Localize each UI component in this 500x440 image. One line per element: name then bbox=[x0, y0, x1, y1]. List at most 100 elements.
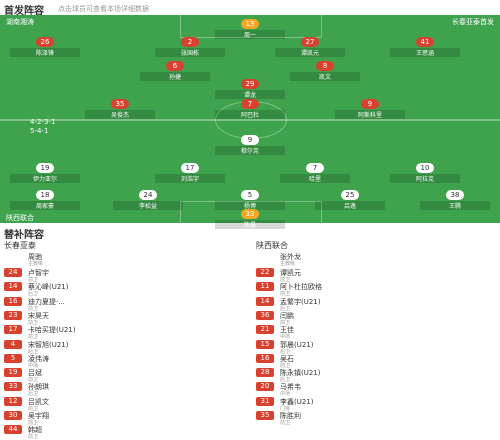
player[interactable]: 38 王腾 bbox=[420, 190, 490, 210]
sub-position: 中场 bbox=[280, 391, 291, 398]
player-number: 19 bbox=[36, 163, 54, 173]
team-name: 湖南湘涛 bbox=[6, 18, 34, 26]
player[interactable]: 5 杨博 bbox=[215, 190, 285, 210]
sub-player[interactable]: 14 孟繁宇(U21) 后卫 bbox=[256, 296, 496, 313]
sub-player[interactable]: 4 宋智旭(U21) 后卫 bbox=[4, 339, 244, 356]
sub-position: 前卫 bbox=[280, 319, 291, 326]
player-name: 哈里 bbox=[280, 174, 350, 183]
sub-player[interactable]: 19 吕斌 前卫 bbox=[4, 368, 244, 384]
player[interactable]: 7 哈里 bbox=[280, 163, 350, 183]
sub-number: 14 bbox=[256, 296, 274, 306]
player[interactable]: 13 周一 bbox=[215, 19, 285, 39]
player-number: 25 bbox=[341, 190, 359, 200]
sub-player[interactable]: 15 郭晨(U21) 后卫 bbox=[256, 339, 496, 356]
sub-name: 阿卜杜拉欧格 bbox=[280, 283, 322, 292]
sub-player[interactable]: 16 吴石 前卫 bbox=[256, 353, 496, 370]
player-name: 王腾 bbox=[420, 201, 490, 210]
player-name: 吴俊杰 bbox=[85, 110, 155, 119]
sub-name: 韩超 bbox=[28, 426, 42, 435]
sub-position: 后卫 bbox=[28, 291, 39, 298]
sub-number: 22 bbox=[256, 268, 274, 277]
player-name: 刘浩宇 bbox=[155, 174, 225, 183]
player[interactable]: 27 谭凯元 bbox=[275, 37, 345, 57]
player[interactable]: 9 穆尔克 bbox=[215, 135, 285, 155]
sub-number: 21 bbox=[256, 325, 274, 335]
player-number: 7 bbox=[306, 163, 324, 173]
coach: 周驰 bbox=[28, 253, 42, 261]
player-name: 谭凯元 bbox=[275, 48, 345, 57]
sub-player[interactable]: 44 韩超 前卫 bbox=[4, 425, 244, 440]
sub-name: 卢智宇 bbox=[28, 269, 49, 277]
player[interactable]: 18 周家豪 bbox=[10, 190, 80, 210]
sub-name: 吴石 bbox=[280, 354, 294, 363]
player[interactable]: 8 凯文 bbox=[290, 61, 360, 81]
title: 首发阵容 bbox=[4, 6, 44, 17]
player-name: 李松益 bbox=[113, 201, 183, 210]
sub-player[interactable]: 21 王佳 中场 bbox=[256, 325, 496, 341]
sub-name: 王佳 bbox=[280, 326, 294, 335]
sub-name: 卡哈买提(U21) bbox=[28, 326, 76, 335]
sub-position: 前卫 bbox=[28, 319, 39, 326]
player-name: 吕逸 bbox=[315, 201, 385, 210]
player-number: 27 bbox=[301, 37, 319, 47]
sub-player[interactable]: 11 阿卜杜拉欧格 前卫 bbox=[256, 282, 496, 298]
sub-number: 31 bbox=[256, 396, 274, 406]
sub-position: 中场 bbox=[28, 362, 39, 369]
sub-player[interactable]: 33 孙朗琪 后卫 bbox=[4, 382, 244, 398]
player[interactable]: 35 吴俊杰 bbox=[85, 99, 155, 119]
player[interactable]: 24 李松益 bbox=[113, 190, 183, 210]
player[interactable]: 29 谭龙 bbox=[215, 79, 285, 99]
sub-number: 12 bbox=[4, 396, 22, 406]
player-name: 王思涵 bbox=[390, 48, 460, 57]
player-number: 9 bbox=[361, 99, 379, 109]
sub-player[interactable]: 23 宋昊天 前卫 bbox=[4, 310, 244, 327]
sub-player[interactable]: 5 凌伟涛 中场 bbox=[4, 353, 244, 370]
sub-player[interactable]: 16 迪力夏提·... 前卫 bbox=[4, 296, 244, 313]
player[interactable]: 2 张国栋 bbox=[155, 37, 225, 57]
player[interactable]: 26 陈泽锋 bbox=[10, 37, 80, 57]
sub-position: 前卫 bbox=[28, 434, 39, 440]
player[interactable]: 9 阿斯科里 bbox=[335, 99, 405, 119]
sub-position: 前卫 bbox=[280, 420, 291, 426]
player-number: 7 bbox=[241, 99, 259, 109]
sub-name: 吕斌 bbox=[28, 369, 42, 378]
sub-player[interactable]: 36 闫鹏 前卫 bbox=[256, 310, 496, 327]
player-number: 24 bbox=[139, 190, 157, 200]
player[interactable]: 6 孙捷 bbox=[140, 61, 210, 81]
player[interactable]: 10 阿拉克 bbox=[390, 163, 460, 183]
player[interactable]: 7 阿巴杜 bbox=[215, 99, 285, 119]
team-name: 陕西联合 bbox=[256, 241, 288, 250]
player[interactable]: 17 刘浩宇 bbox=[155, 163, 225, 183]
sub-number: 33 bbox=[4, 382, 22, 392]
player-number: 5 bbox=[241, 190, 259, 200]
sub-player[interactable]: 20 马希韦 中场 bbox=[256, 382, 496, 398]
player-number: 9 bbox=[241, 135, 259, 145]
player-number: 8 bbox=[316, 61, 334, 71]
box bbox=[180, 15, 322, 38]
sub-player[interactable]: 30 吴宇翔 前卫 bbox=[4, 411, 244, 427]
player[interactable]: 33 陈晨 bbox=[215, 209, 285, 229]
sub-player[interactable]: 17 卡哈买提(U21) 前卫 bbox=[4, 325, 244, 341]
sub-player[interactable]: 28 陈永镇(U21) 后卫 bbox=[256, 368, 496, 384]
team-name: 陕西联合 bbox=[6, 214, 34, 222]
pitch: 湖南湘涛 长春亚泰首发 4-2-3-1 5-4-1 陕西联合 13 周一 26 陈泽锋… bbox=[0, 15, 500, 229]
sub-number: 23 bbox=[4, 310, 22, 320]
player-name: 谭龙 bbox=[215, 90, 285, 99]
sub-player[interactable]: 12 吕凯文 前卫 bbox=[4, 396, 244, 413]
player-name: 孙捷 bbox=[140, 72, 210, 81]
sub-number: 15 bbox=[256, 339, 274, 349]
player[interactable]: 41 王思涵 bbox=[390, 37, 460, 57]
sub-position: 中场 bbox=[280, 334, 291, 341]
sub-player[interactable]: 35 陈胜利 前卫 bbox=[256, 411, 496, 427]
player-number: 6 bbox=[166, 61, 184, 71]
player[interactable]: 19 伊力亚尔 bbox=[10, 163, 80, 183]
sub-player[interactable]: 31 李鑫(U21) 门将 bbox=[256, 396, 496, 413]
sub-player[interactable]: 24 卢智宇 前卫 bbox=[4, 268, 244, 284]
player[interactable]: 25 吕逸 bbox=[315, 190, 385, 210]
sub-player[interactable]: 22 谭凯元 前卫 bbox=[256, 268, 496, 284]
sub-player[interactable]: 14 蔡沁峰(U21) 后卫 bbox=[4, 282, 244, 298]
coach: 张外龙 bbox=[280, 253, 301, 261]
player-name: 阿巴杜 bbox=[215, 110, 285, 119]
sub-name: 陈胜利 bbox=[280, 412, 301, 420]
player-number: 17 bbox=[181, 163, 199, 173]
